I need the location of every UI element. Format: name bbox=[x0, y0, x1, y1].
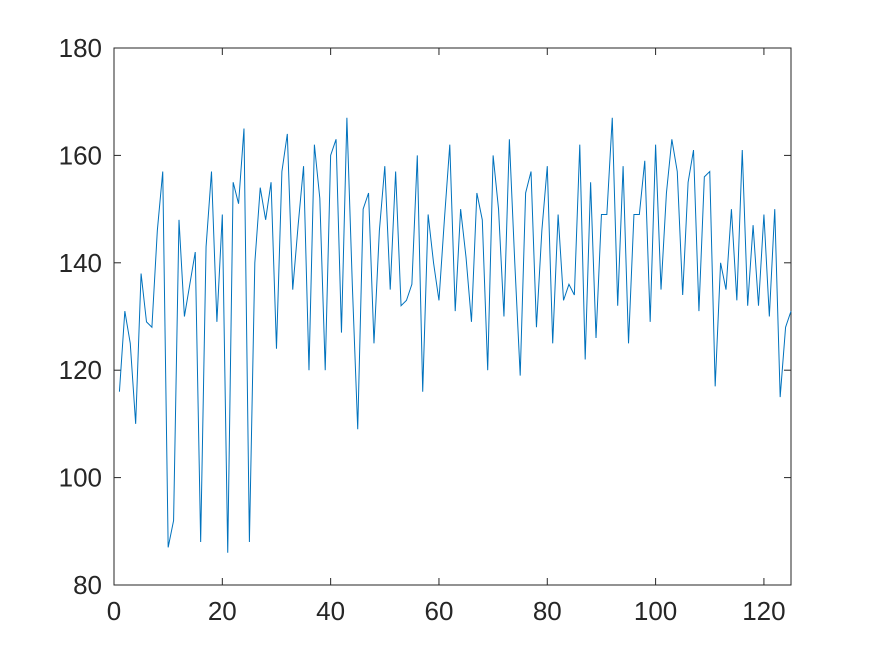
y-tick-label: 140 bbox=[59, 248, 102, 278]
y-tick-label: 160 bbox=[59, 140, 102, 170]
y-tick-label: 100 bbox=[59, 463, 102, 493]
y-tick-label: 180 bbox=[59, 33, 102, 63]
x-tick-label: 60 bbox=[424, 596, 453, 626]
x-tick-label: 0 bbox=[107, 596, 121, 626]
x-tick-label: 100 bbox=[634, 596, 677, 626]
data-line bbox=[118, 117, 792, 553]
x-tick-label: 40 bbox=[316, 596, 345, 626]
y-tick-label: 80 bbox=[73, 570, 102, 600]
x-tick-label: 20 bbox=[208, 596, 237, 626]
axes-box bbox=[113, 47, 792, 586]
x-tick-label: 120 bbox=[742, 596, 785, 626]
x-tick-label: 80 bbox=[533, 596, 562, 626]
y-tick-label: 120 bbox=[59, 355, 102, 385]
